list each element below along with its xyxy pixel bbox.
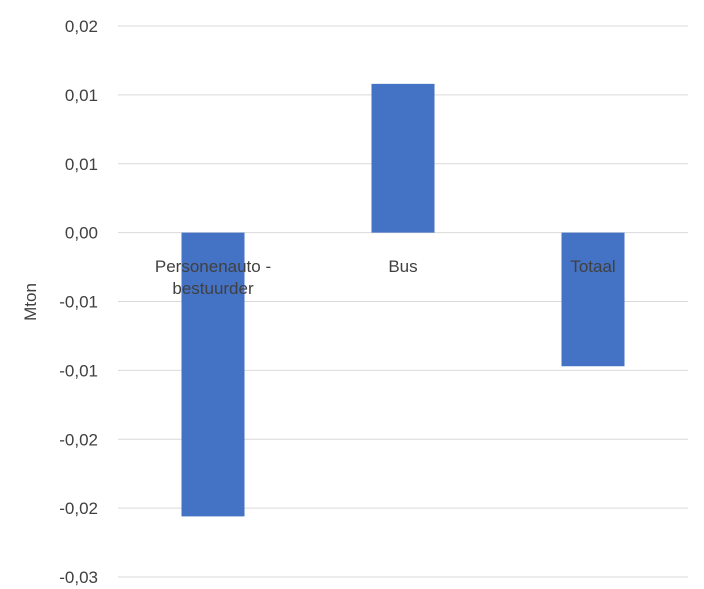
category-label: Personenauto - [155, 257, 271, 276]
category-labels: Personenauto - bestuurder Bus Totaal [155, 257, 616, 298]
y-tick-label: -0,01 [59, 293, 98, 312]
y-tick-label: -0,01 [59, 361, 98, 380]
y-tick-label: 0,02 [65, 17, 98, 36]
bar [181, 232, 245, 517]
y-tick-label: -0,03 [59, 568, 98, 587]
y-tick-label: 0,01 [65, 155, 98, 174]
bar [371, 83, 435, 233]
category-label: Totaal [570, 257, 615, 276]
bar [561, 232, 625, 367]
y-tick-label: 0,01 [65, 86, 98, 105]
category-label: bestuurder [172, 279, 254, 298]
y-tick-label: 0,00 [65, 224, 98, 243]
bars [181, 83, 625, 517]
y-axis-tick-labels: 0,02 0,01 0,01 0,00 -0,01 -0,01 -0,02 -0,02 -0,0… [59, 17, 98, 587]
y-tick-label: -0,02 [59, 499, 98, 518]
y-axis-title: Mton [21, 283, 40, 321]
y-tick-label: -0,02 [59, 430, 98, 449]
category-label: Bus [388, 257, 417, 276]
